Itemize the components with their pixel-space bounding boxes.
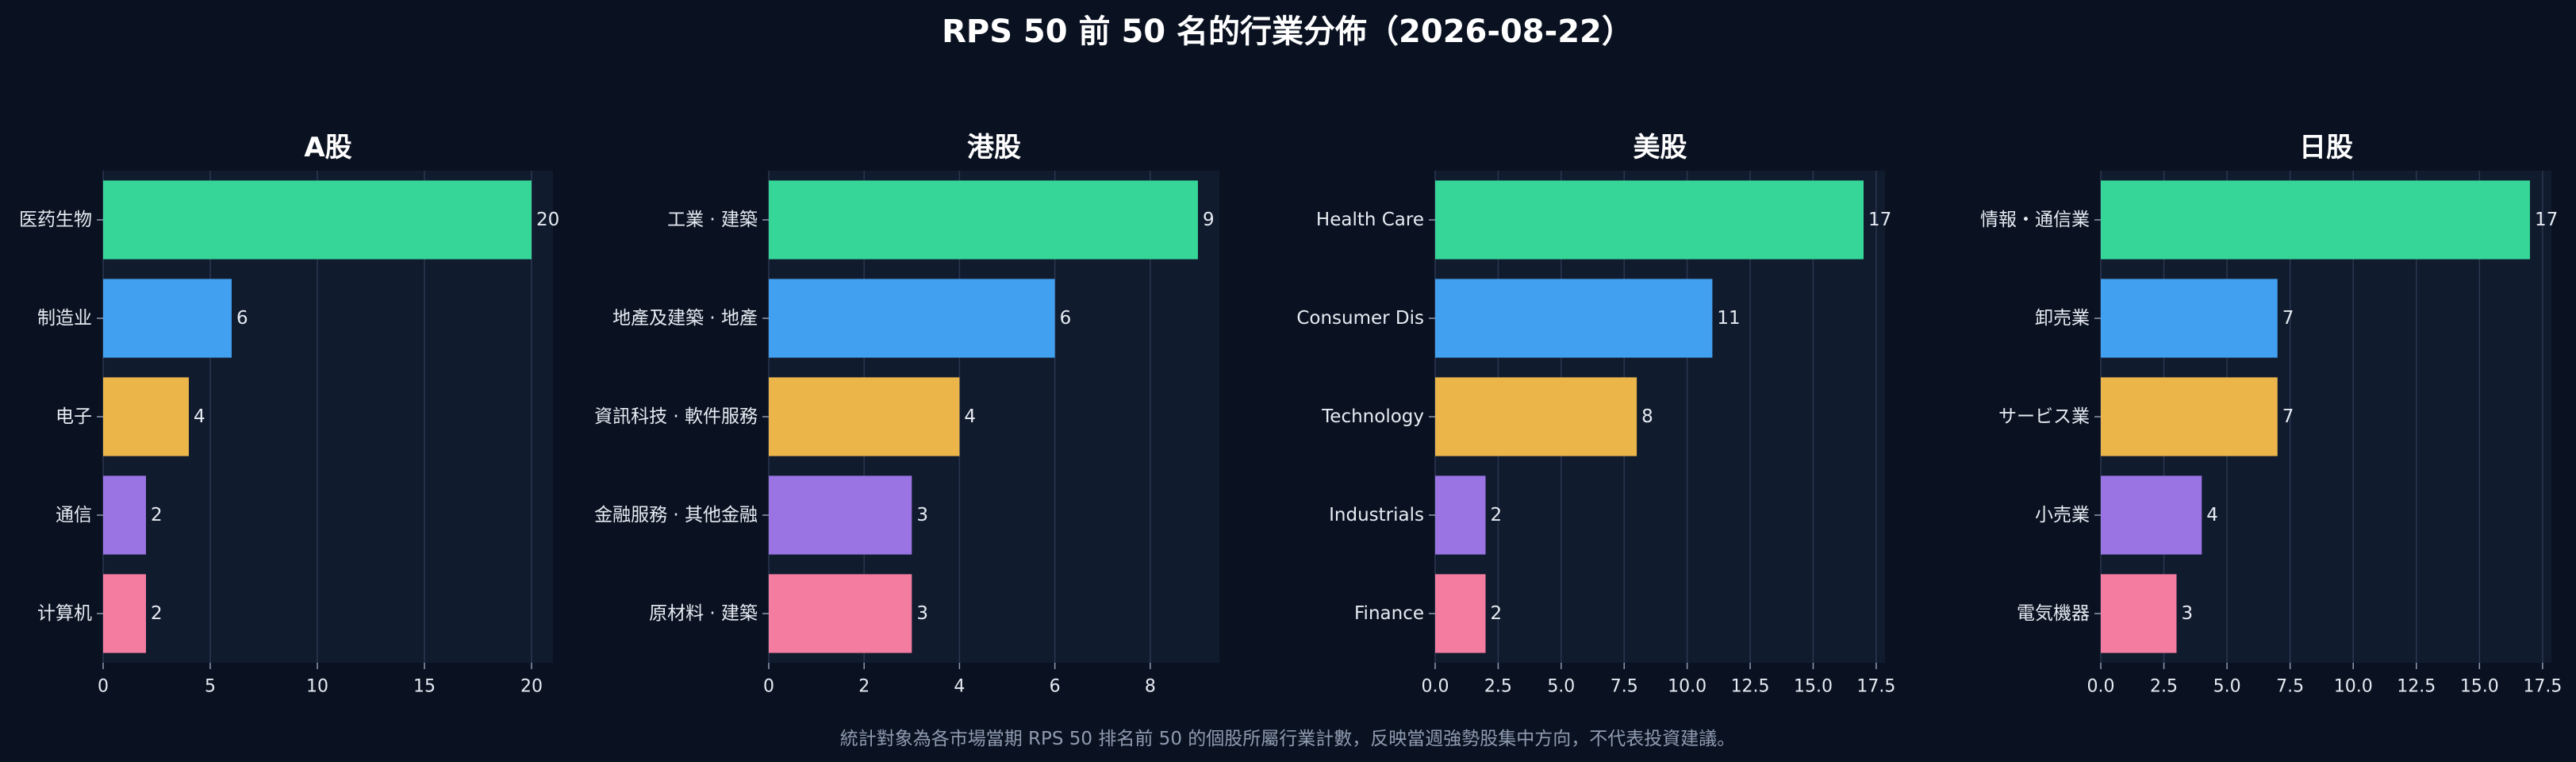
category-label: 資訊科技 · 軟件服務 — [594, 406, 758, 427]
x-tick-label: 10.0 — [2334, 677, 2373, 697]
x-tick-label: 17.5 — [1856, 677, 1895, 697]
bar — [1435, 180, 1864, 260]
bar — [1435, 475, 1486, 555]
bar — [2101, 377, 2278, 456]
x-tick-label: 2 — [858, 677, 870, 697]
category-label: 卸売業 — [2035, 308, 2090, 329]
bar — [2101, 279, 2278, 358]
bar — [769, 180, 1198, 260]
x-tick-label: 5.0 — [2213, 677, 2241, 697]
bar — [103, 475, 146, 555]
figure-title: RPS 50 前 50 名的行業分佈（2026-08-22） — [942, 13, 1634, 50]
data-label: 2 — [1491, 505, 1503, 525]
category-label: 制造业 — [37, 308, 92, 329]
x-tick-label: 12.5 — [1731, 677, 1770, 697]
panel-title: A股 — [304, 132, 351, 164]
category-label: Consumer Dis — [1296, 308, 1424, 329]
category-label: Industrials — [1329, 505, 1424, 525]
panel-title: 日股 — [2299, 132, 2353, 164]
panel-title: 美股 — [1634, 132, 1687, 164]
x-tick-label: 10 — [306, 677, 328, 697]
category-label: 電気機器 — [2017, 603, 2090, 624]
x-tick-label: 6 — [1050, 677, 1061, 697]
bar — [103, 574, 146, 653]
x-tick-label: 2.5 — [2150, 677, 2178, 697]
x-tick-label: 12.5 — [2397, 677, 2436, 697]
data-label: 6 — [1060, 308, 1072, 329]
data-label: 11 — [1717, 308, 1740, 329]
data-label: 6 — [236, 308, 248, 329]
data-label: 4 — [2206, 505, 2218, 525]
x-tick-label: 15 — [413, 677, 436, 697]
x-tick-label: 0.0 — [2087, 677, 2115, 697]
x-tick-label: 0.0 — [1422, 677, 1449, 697]
bar — [103, 377, 189, 456]
x-tick-label: 17.5 — [2523, 677, 2562, 697]
bar — [103, 180, 532, 260]
data-label: 4 — [194, 406, 205, 427]
category-label: 金融服務 · 其他金融 — [594, 505, 758, 525]
category-label: Technology — [1321, 406, 1424, 427]
bar — [769, 279, 1055, 358]
data-label: 2 — [1491, 603, 1503, 624]
x-tick-label: 7.5 — [2276, 677, 2304, 697]
x-tick-label: 4 — [954, 677, 965, 697]
x-tick-label: 5.0 — [1547, 677, 1575, 697]
x-tick-label: 15.0 — [1794, 677, 1833, 697]
category-label: 小売業 — [2035, 505, 2090, 525]
category-label: サービス業 — [1998, 406, 2090, 427]
category-label: 原材料 · 建築 — [649, 603, 758, 624]
category-label: 计算机 — [37, 603, 92, 624]
bar — [769, 574, 912, 653]
bar — [2101, 574, 2177, 653]
category-label: 医药生物 — [19, 210, 92, 230]
chart-panel-2: 0 2 4 6 8 工業 · 建築 9 地產及建築 · 地產 6 資訊科技 · 軟件服務 4 金融服務… — [594, 132, 1219, 697]
data-label: 2 — [151, 505, 163, 525]
chart-panels: 0 5 10 15 20 医药生物 20 制造业 6 电子 4 通信 2 计算机 2 A股 0 2 4 6 8 工業 · … — [19, 132, 2562, 697]
bar — [2101, 475, 2202, 555]
bar — [2101, 180, 2530, 260]
data-label: 2 — [151, 603, 163, 624]
chart-panel-4: 0.0 2.5 5.0 7.5 10.0 12.5 15.0 17.5 情報・通信業 17 卸売業 7… — [1980, 132, 2562, 697]
footnote: 統計對象為各市場當期 RPS 50 排名前 50 的個股所屬行業計數，反映當週強… — [840, 729, 1736, 749]
bar — [1435, 279, 1713, 358]
bar — [103, 279, 232, 358]
category-label: Health Care — [1316, 210, 1424, 230]
bar — [769, 377, 960, 456]
bar — [1435, 377, 1637, 456]
bar — [1435, 574, 1486, 653]
chart-panel-1: 0 5 10 15 20 医药生物 20 制造业 6 电子 4 通信 2 计算机 2 A股 — [19, 132, 559, 697]
x-tick-label: 10.0 — [1668, 677, 1706, 697]
data-label: 17 — [1868, 210, 1891, 230]
data-label: 9 — [1203, 210, 1215, 230]
panel-title: 港股 — [967, 132, 1021, 164]
category-label: 通信 — [56, 505, 92, 525]
data-label: 3 — [2181, 603, 2193, 624]
chart-panel-3: 0.0 2.5 5.0 7.5 10.0 12.5 15.0 17.5 Health Care 1… — [1296, 132, 1895, 697]
data-label: 7 — [2282, 406, 2294, 427]
x-tick-label: 15.0 — [2460, 677, 2499, 697]
x-tick-label: 20 — [520, 677, 543, 697]
data-label: 20 — [536, 210, 559, 230]
bar — [769, 475, 912, 555]
category-label: 地產及建築 · 地產 — [612, 308, 758, 329]
x-tick-label: 0 — [98, 677, 109, 697]
x-tick-label: 5 — [205, 677, 216, 697]
category-label: 工業 · 建築 — [667, 210, 758, 230]
category-label: Finance — [1354, 603, 1424, 624]
x-tick-label: 0 — [763, 677, 774, 697]
x-tick-label: 7.5 — [1610, 677, 1638, 697]
data-label: 17 — [2535, 210, 2558, 230]
x-tick-label: 8 — [1145, 677, 1156, 697]
x-tick-label: 2.5 — [1484, 677, 1512, 697]
category-label: 电子 — [56, 406, 92, 427]
data-label: 3 — [916, 603, 928, 624]
data-label: 7 — [2282, 308, 2294, 329]
data-label: 4 — [964, 406, 976, 427]
data-label: 3 — [916, 505, 928, 525]
data-label: 8 — [1641, 406, 1653, 427]
category-label: 情報・通信業 — [1980, 210, 2090, 230]
